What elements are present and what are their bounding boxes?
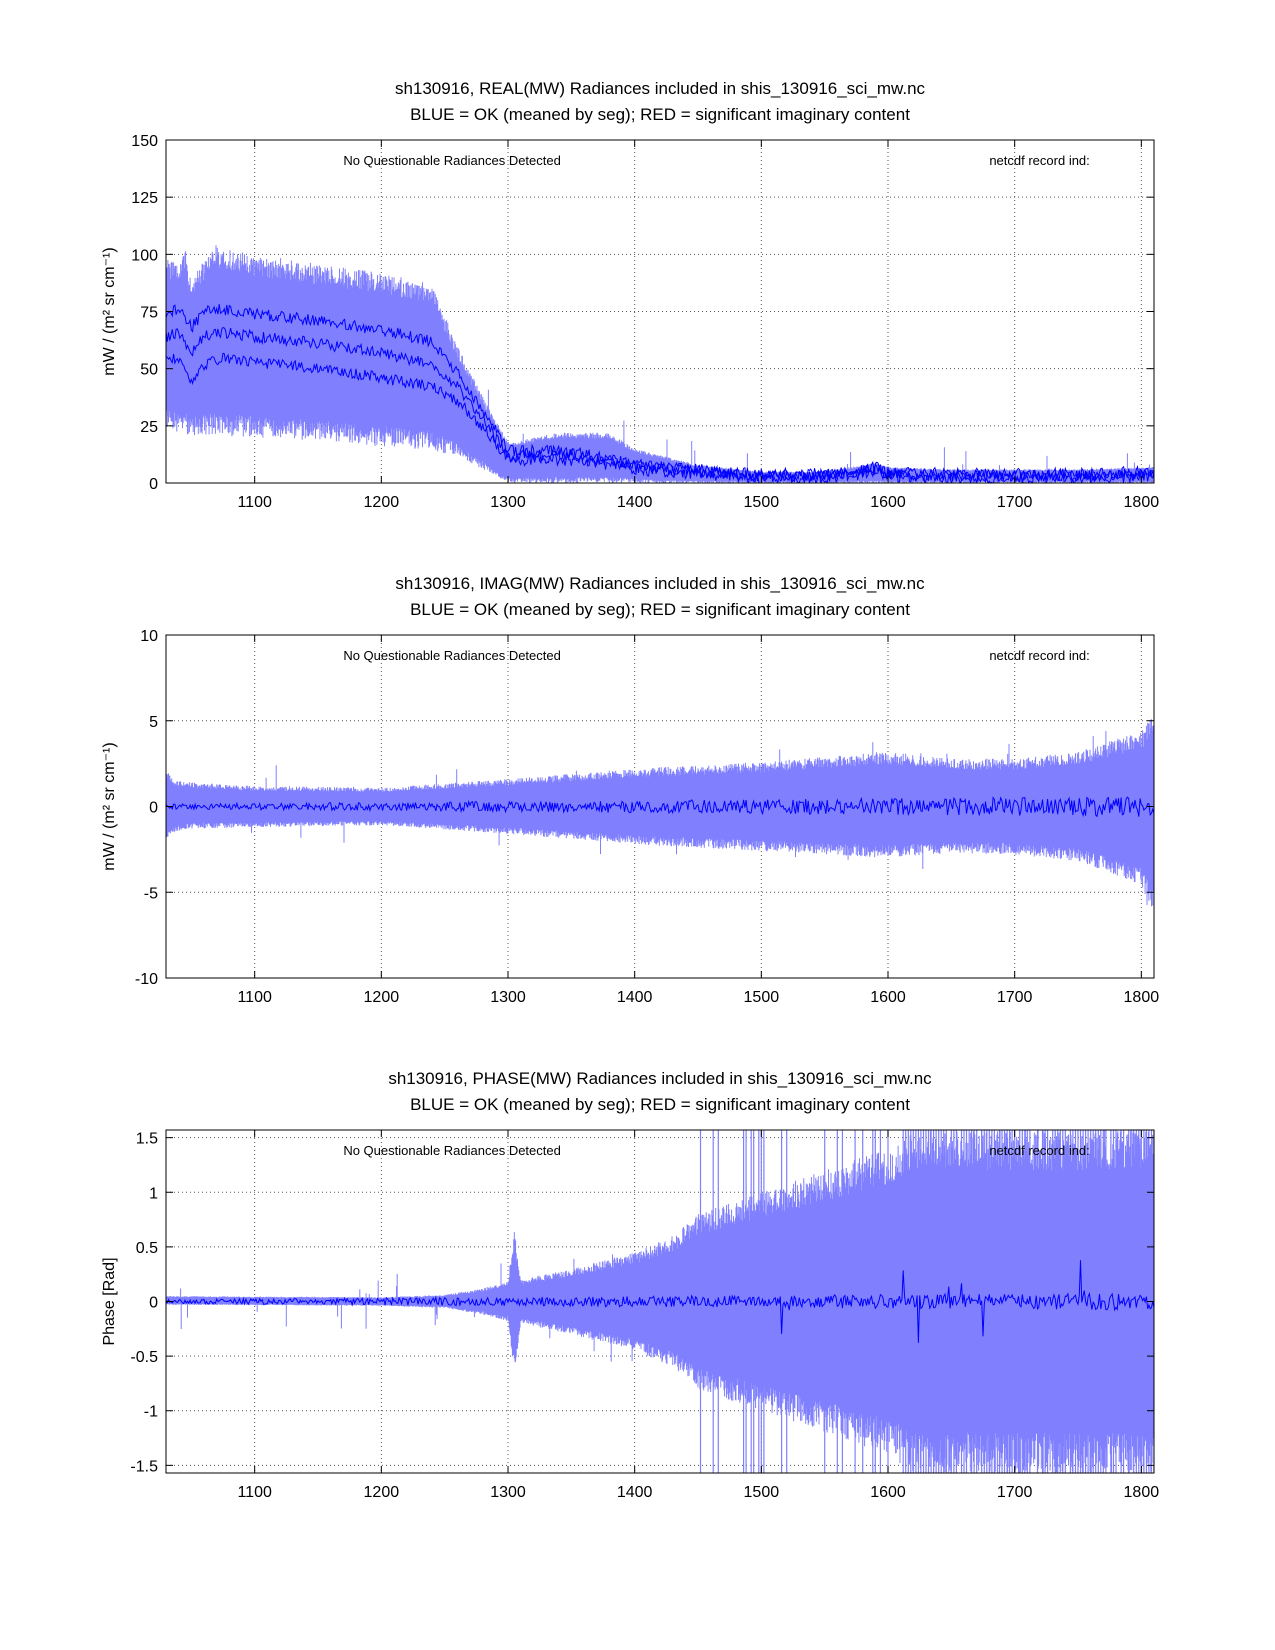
chart-1: sh130916, REAL(MW) Radiances included in… bbox=[101, 79, 1159, 511]
chart-subtitle: BLUE = OK (meaned by seg); RED = signifi… bbox=[410, 1095, 910, 1114]
x-tick-label: 1600 bbox=[870, 1484, 906, 1501]
y-axis-label: mW / (m² sr cm⁻¹) bbox=[101, 742, 118, 870]
chart-title: sh130916, PHASE(MW) Radiances included i… bbox=[388, 1069, 932, 1088]
x-tick-label: 1100 bbox=[237, 1484, 272, 1501]
x-tick-label: 1800 bbox=[1124, 989, 1160, 1006]
annotation-left: No Questionable Radiances Detected bbox=[343, 648, 561, 663]
x-tick-label: 1800 bbox=[1124, 1484, 1160, 1501]
y-axis-label: Phase [Rad] bbox=[101, 1257, 118, 1345]
series-line-upper-mean bbox=[166, 304, 1154, 481]
chart-title: sh130916, REAL(MW) Radiances included in… bbox=[395, 79, 926, 98]
x-tick-label: 1500 bbox=[744, 1484, 780, 1501]
x-tick-label: 1600 bbox=[870, 989, 906, 1006]
chart-3: sh130916, PHASE(MW) Radiances included i… bbox=[101, 1069, 1159, 1501]
y-tick-label: 125 bbox=[131, 190, 158, 207]
y-tick-label: -5 bbox=[144, 885, 158, 902]
annotation-left: No Questionable Radiances Detected bbox=[343, 1143, 561, 1158]
tick-marks bbox=[166, 634, 1154, 979]
series-line-mean bbox=[166, 1260, 1154, 1343]
tick-marks bbox=[166, 1130, 1154, 1473]
x-tick-label: 1400 bbox=[617, 1484, 653, 1501]
y-tick-label: 5 bbox=[149, 714, 158, 731]
y-tick-label: 25 bbox=[140, 419, 158, 436]
annotation-right: netcdf record ind: bbox=[989, 153, 1089, 168]
y-tick-label: 100 bbox=[131, 247, 158, 264]
series-line-mid-mean bbox=[166, 326, 1154, 483]
y-tick-label: 50 bbox=[140, 362, 158, 379]
chart-subtitle: BLUE = OK (meaned by seg); RED = signifi… bbox=[410, 600, 910, 619]
y-tick-label: -1.5 bbox=[130, 1458, 158, 1475]
chart-subtitle: BLUE = OK (meaned by seg); RED = signifi… bbox=[410, 105, 910, 124]
series-group bbox=[166, 719, 1154, 907]
y-tick-label: 0 bbox=[149, 1295, 158, 1312]
x-tick-label: 1500 bbox=[744, 494, 780, 511]
x-tick-label: 1300 bbox=[490, 494, 526, 511]
y-tick-label: -10 bbox=[135, 971, 158, 988]
x-tick-label: 1300 bbox=[490, 1484, 526, 1501]
tick-marks bbox=[166, 139, 1154, 484]
y-tick-label: 0 bbox=[149, 476, 158, 493]
x-tick-label: 1200 bbox=[364, 989, 400, 1006]
x-tick-label: 1700 bbox=[997, 494, 1033, 511]
y-tick-label: 10 bbox=[140, 628, 158, 645]
y-axis-label: mW / (m² sr cm⁻¹) bbox=[101, 247, 118, 375]
x-tick-label: 1700 bbox=[997, 1484, 1033, 1501]
series-group bbox=[166, 245, 1154, 483]
x-tick-label: 1200 bbox=[364, 494, 400, 511]
series-group bbox=[166, 1130, 1154, 1473]
annotation-left: No Questionable Radiances Detected bbox=[343, 153, 561, 168]
y-tick-label: -0.5 bbox=[130, 1349, 158, 1366]
x-tick-label: 1600 bbox=[870, 494, 906, 511]
x-tick-label: 1300 bbox=[490, 989, 526, 1006]
y-tick-label: 0.5 bbox=[136, 1240, 158, 1257]
y-tick-label: 1 bbox=[149, 1185, 158, 1202]
series-line-lower-mean bbox=[166, 352, 1154, 483]
x-tick-label: 1500 bbox=[744, 989, 780, 1006]
y-tick-label: 150 bbox=[131, 133, 158, 150]
annotation-right: netcdf record ind: bbox=[989, 648, 1089, 663]
x-tick-label: 1400 bbox=[617, 494, 653, 511]
y-tick-label: 1.5 bbox=[136, 1131, 158, 1148]
x-tick-label: 1200 bbox=[364, 1484, 400, 1501]
annotation-right: netcdf record ind: bbox=[989, 1143, 1089, 1158]
x-tick-label: 1100 bbox=[237, 494, 272, 511]
series-line-mean bbox=[166, 796, 1154, 818]
chart-2: sh130916, IMAG(MW) Radiances included in… bbox=[101, 574, 1159, 1006]
y-tick-label: 75 bbox=[140, 305, 158, 322]
series-band-max-envelope bbox=[166, 719, 1154, 907]
y-tick-label: 0 bbox=[149, 800, 158, 817]
x-tick-label: 1400 bbox=[617, 989, 653, 1006]
y-tick-label: -1 bbox=[144, 1404, 158, 1421]
x-tick-label: 1100 bbox=[237, 989, 272, 1006]
x-tick-label: 1700 bbox=[997, 989, 1033, 1006]
chart-title: sh130916, IMAG(MW) Radiances included in… bbox=[395, 574, 925, 593]
x-tick-label: 1800 bbox=[1124, 494, 1160, 511]
